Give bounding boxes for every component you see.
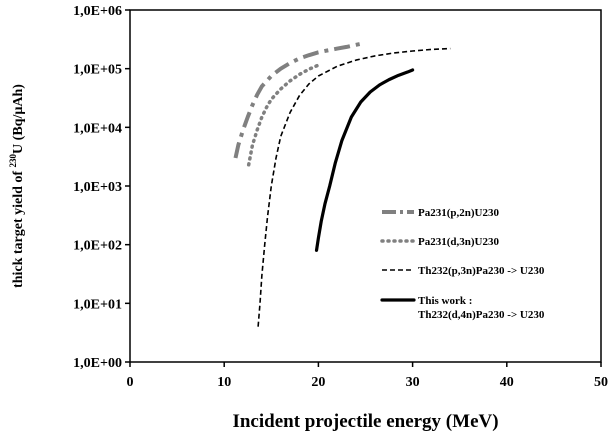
legend: Pa231(p,2n)U230 Pa231(d,3n)U230 Th232(p,3n… [380, 207, 545, 321]
series-line-4 [314, 68, 415, 252]
y-tick-label: 1,0E+03 [73, 180, 122, 195]
y-tick-label: 1,0E+06 [73, 4, 122, 19]
legend-label-4: This work : [418, 295, 472, 307]
x-tick-label: 0 [127, 375, 134, 390]
y-axis-title-superscript: 230 [8, 153, 18, 167]
y-tick-label: 1,0E+01 [73, 297, 122, 312]
y-tick-label: 1,0E+00 [73, 356, 122, 371]
series-line-2 [246, 63, 321, 167]
x-axis-ticks: 0 10 20 30 40 50 [127, 362, 608, 390]
x-axis-title: Incident projectile energy (MeV) [232, 411, 498, 432]
x-tick-label: 20 [311, 375, 325, 390]
series-line-3 [257, 47, 451, 327]
legend-label-1: Pa231(p,2n)U230 [418, 207, 499, 219]
series [233, 40, 451, 327]
y-axis-title-prefix: thick target yield of [11, 167, 26, 288]
axes: 0 10 20 30 40 50 1,0E+00 1,0E+01 1,0E+02 1,0E+03… [73, 4, 608, 390]
y-axis-title: thick target yield of 230U (Bq/µAh) [8, 84, 26, 288]
x-tick-label: 50 [594, 375, 608, 390]
y-tick-label: 1,0E+04 [73, 121, 122, 136]
x-tick-label: 30 [406, 375, 420, 390]
x-tick-label: 10 [217, 375, 231, 390]
legend-label-4: Th232(d,4n)Pa230 -> U230 [418, 309, 545, 321]
legend-label-3: Th232(p,3n)Pa230 -> U230 [418, 265, 545, 277]
series-line-1 [233, 40, 366, 159]
legend-label-2: Pa231(d,3n)U230 [418, 236, 499, 248]
x-tick-label: 40 [500, 375, 514, 390]
y-axis-title-suffix: U (Bq/µAh) [11, 84, 26, 154]
y-tick-label: 1,0E+05 [73, 63, 122, 78]
y-tick-label: 1,0E+02 [73, 239, 122, 254]
y-axis-ticks: 1,0E+00 1,0E+01 1,0E+02 1,0E+03 1,0E+04 1,0E+… [73, 4, 130, 371]
